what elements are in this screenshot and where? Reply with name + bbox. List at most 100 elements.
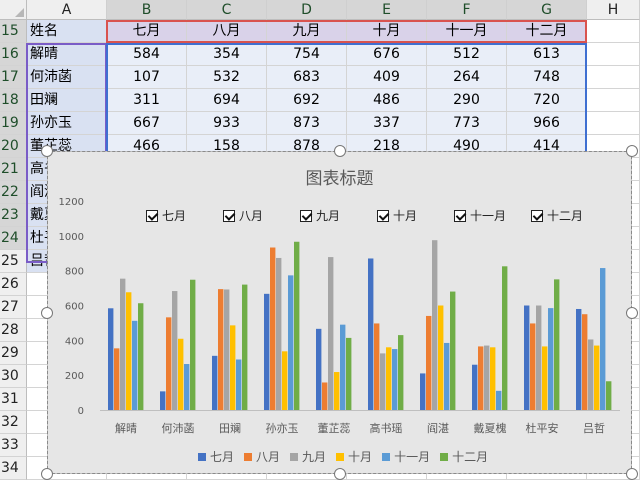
value-cell[interactable]: 683 — [267, 66, 347, 89]
legend-entry[interactable]: 十二月 — [440, 450, 488, 464]
column-header-f[interactable]: F — [427, 0, 507, 20]
value-cell[interactable]: 613 — [507, 43, 587, 66]
bar[interactable] — [294, 241, 300, 410]
resize-handle[interactable] — [626, 306, 638, 319]
column-header-g[interactable]: G — [507, 0, 587, 20]
bar[interactable] — [600, 268, 606, 410]
series-toggle-checkbox[interactable]: 七月 — [146, 208, 186, 226]
column-header-b[interactable]: B — [107, 0, 187, 20]
resize-handle[interactable] — [333, 145, 346, 157]
bar[interactable] — [334, 372, 340, 410]
bar[interactable] — [582, 314, 588, 410]
header-cell[interactable]: 八月 — [187, 20, 267, 43]
row-header-25[interactable]: 25 — [0, 250, 27, 273]
row-header-18[interactable]: 18 — [0, 89, 27, 112]
empty-cell[interactable] — [587, 89, 640, 112]
bar[interactable] — [490, 347, 496, 410]
value-cell[interactable]: 532 — [187, 66, 267, 89]
value-cell[interactable]: 773 — [427, 112, 507, 135]
series-toggle-checkbox[interactable]: 十月 — [377, 208, 417, 226]
bar[interactable] — [190, 279, 196, 410]
checkbox-checked-icon[interactable] — [300, 210, 312, 222]
row-header-30[interactable]: 30 — [0, 365, 27, 388]
value-cell[interactable]: 409 — [347, 66, 427, 89]
column-header-d[interactable]: D — [267, 0, 347, 20]
value-cell[interactable]: 692 — [267, 89, 347, 112]
series-toggle-checkbox[interactable]: 八月 — [223, 208, 263, 226]
bar[interactable] — [126, 292, 132, 410]
bar[interactable] — [398, 335, 404, 410]
bar[interactable] — [120, 278, 126, 410]
select-all-corner[interactable] — [0, 0, 27, 20]
bar[interactable] — [276, 257, 282, 410]
bar[interactable] — [282, 351, 288, 410]
bar[interactable] — [172, 291, 178, 410]
legend-entry[interactable]: 八月 — [244, 450, 280, 464]
empty-cell[interactable] — [587, 43, 640, 66]
value-cell[interactable]: 873 — [267, 112, 347, 135]
column-header-h[interactable]: H — [587, 0, 640, 20]
value-cell[interactable]: 486 — [347, 89, 427, 112]
bar[interactable] — [270, 247, 276, 410]
bar[interactable] — [346, 337, 352, 410]
bar[interactable] — [224, 289, 230, 410]
checkbox-checked-icon[interactable] — [531, 210, 543, 222]
bar[interactable] — [420, 373, 426, 410]
header-cell[interactable]: 七月 — [107, 20, 187, 43]
row-header-22[interactable]: 22 — [0, 181, 27, 204]
value-cell[interactable]: 290 — [427, 89, 507, 112]
row-header-19[interactable]: 19 — [0, 112, 27, 135]
bar[interactable] — [554, 279, 560, 410]
bar[interactable] — [160, 391, 166, 410]
column-header-a[interactable]: A — [27, 0, 107, 20]
checkbox-checked-icon[interactable] — [146, 210, 158, 222]
row-header-24[interactable]: 24 — [0, 227, 27, 250]
bar[interactable] — [542, 346, 548, 410]
value-cell[interactable]: 694 — [187, 89, 267, 112]
header-cell[interactable]: 九月 — [267, 20, 347, 43]
checkbox-checked-icon[interactable] — [454, 210, 466, 222]
row-header-15[interactable]: 15 — [0, 20, 27, 43]
bar[interactable] — [218, 289, 224, 410]
name-cell[interactable]: 田斓 — [27, 89, 107, 112]
legend-entry[interactable]: 十一月 — [382, 450, 430, 464]
row-header-28[interactable]: 28 — [0, 319, 27, 342]
header-cell[interactable]: 姓名 — [27, 20, 107, 43]
bar[interactable] — [576, 308, 582, 410]
bar[interactable] — [588, 339, 594, 410]
bar[interactable] — [536, 305, 542, 411]
row-header-33[interactable]: 33 — [0, 434, 27, 457]
header-cell[interactable]: 十月 — [347, 20, 427, 43]
row-header-21[interactable]: 21 — [0, 158, 27, 181]
bar[interactable] — [524, 305, 530, 411]
row-header-26[interactable]: 26 — [0, 273, 27, 296]
value-cell[interactable]: 512 — [427, 43, 507, 66]
name-cell[interactable]: 何沛菡 — [27, 66, 107, 89]
value-cell[interactable]: 337 — [347, 112, 427, 135]
legend-entry[interactable]: 七月 — [198, 450, 234, 464]
row-header-27[interactable]: 27 — [0, 296, 27, 319]
bar[interactable] — [264, 293, 270, 410]
bar[interactable] — [242, 284, 248, 410]
bar[interactable] — [472, 364, 478, 410]
bar[interactable] — [288, 275, 294, 410]
bar[interactable] — [368, 258, 374, 410]
header-cell[interactable]: 十二月 — [507, 20, 587, 43]
bar[interactable] — [450, 291, 456, 410]
resize-handle[interactable] — [626, 145, 638, 157]
series-toggle-checkbox[interactable]: 九月 — [300, 208, 340, 226]
header-cell[interactable]: 十一月 — [427, 20, 507, 43]
value-cell[interactable]: 720 — [507, 89, 587, 112]
bar[interactable] — [380, 353, 386, 410]
bar[interactable] — [340, 324, 346, 410]
resize-handle[interactable] — [333, 468, 346, 480]
value-cell[interactable]: 667 — [107, 112, 187, 135]
value-cell[interactable]: 264 — [427, 66, 507, 89]
column-header-e[interactable]: E — [347, 0, 427, 20]
empty-cell[interactable] — [587, 20, 640, 43]
series-toggle-checkbox[interactable]: 十二月 — [531, 208, 583, 226]
bar[interactable] — [132, 320, 138, 410]
chart-title[interactable]: 图表标题 — [305, 169, 374, 189]
bar[interactable] — [484, 345, 490, 410]
bar[interactable] — [496, 390, 502, 410]
